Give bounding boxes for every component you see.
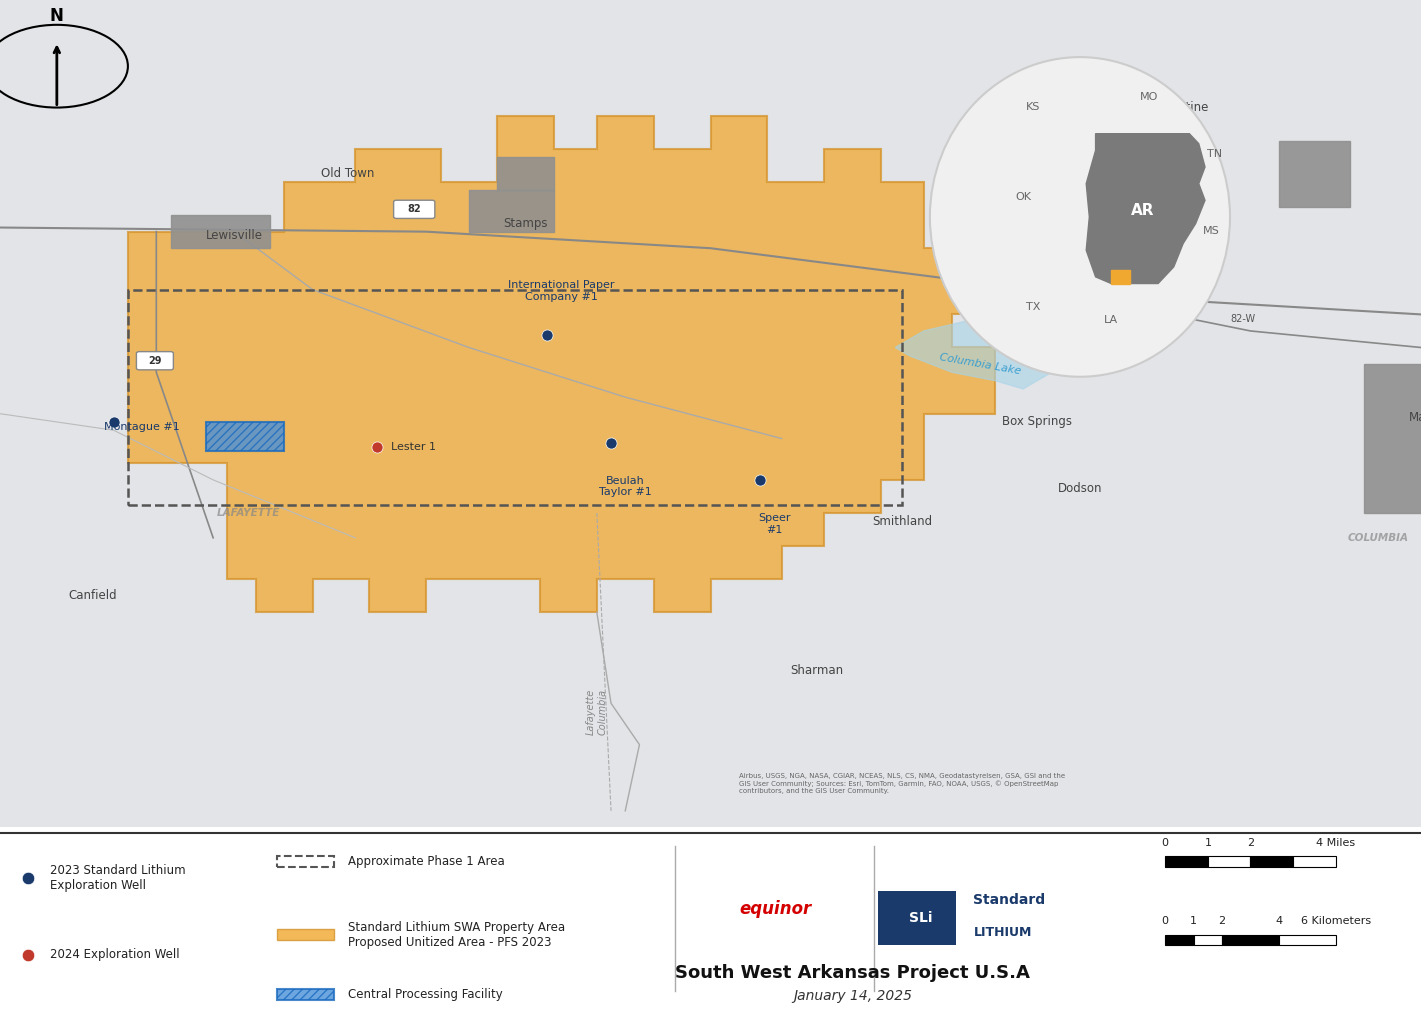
- Polygon shape: [128, 116, 995, 612]
- Text: Canfield: Canfield: [68, 589, 117, 602]
- Text: MS: MS: [1204, 226, 1219, 235]
- Bar: [277, 989, 334, 1000]
- Bar: [1279, 140, 1350, 207]
- Bar: [1165, 934, 1194, 945]
- FancyBboxPatch shape: [136, 351, 173, 370]
- Text: Beulah
Taylor #1: Beulah Taylor #1: [598, 476, 652, 497]
- Circle shape: [929, 58, 1231, 376]
- Text: 4: 4: [1276, 915, 1283, 925]
- Polygon shape: [895, 315, 1052, 388]
- Bar: [1111, 270, 1130, 284]
- Bar: [206, 422, 284, 451]
- Polygon shape: [1086, 134, 1205, 284]
- Text: 2023 Standard Lithium
Exploration Well: 2023 Standard Lithium Exploration Well: [50, 865, 185, 892]
- Text: Airbus, USGS, NGA, NASA, CGIAR, NCEAS, NLS, CS, NMA, Geodatastyrelsen, GSA, GSI : Airbus, USGS, NGA, NASA, CGIAR, NCEAS, N…: [739, 774, 1066, 794]
- Text: Smithland: Smithland: [872, 515, 932, 528]
- Text: 4 Miles: 4 Miles: [1316, 837, 1356, 848]
- Text: TX: TX: [1026, 302, 1040, 312]
- Text: Columbia Lake: Columbia Lake: [939, 352, 1022, 376]
- Text: Standard: Standard: [973, 893, 1046, 907]
- Text: LA: LA: [1104, 316, 1118, 326]
- Bar: [1194, 934, 1222, 945]
- Text: Approximate Phase 1 Area: Approximate Phase 1 Area: [348, 856, 504, 869]
- Text: International Paper
Company #1: International Paper Company #1: [509, 281, 614, 302]
- Bar: [1279, 934, 1336, 945]
- Text: Lamartine: Lamartine: [1150, 101, 1209, 114]
- Text: 1: 1: [1205, 837, 1211, 848]
- Text: 6 Kilometers: 6 Kilometers: [1300, 915, 1371, 925]
- Bar: [277, 929, 334, 940]
- Text: Stamps: Stamps: [503, 217, 549, 230]
- Bar: [128, 290, 902, 504]
- Text: South West Arkansas Project U.S.A: South West Arkansas Project U.S.A: [675, 964, 1030, 982]
- Text: Box Springs: Box Springs: [1002, 416, 1073, 429]
- Bar: [1208, 857, 1250, 868]
- Bar: [1165, 857, 1208, 868]
- Text: AR: AR: [1131, 203, 1154, 218]
- Text: Magnolia: Magnolia: [1408, 412, 1421, 425]
- Text: 82: 82: [408, 205, 421, 214]
- Text: SLi: SLi: [909, 911, 932, 925]
- Text: Speer
#1: Speer #1: [759, 513, 790, 535]
- Text: Lafayette
Columbia: Lafayette Columbia: [585, 688, 608, 735]
- Text: 82-W: 82-W: [1231, 314, 1256, 324]
- Text: 1: 1: [1191, 915, 1198, 925]
- Text: LITHIUM: LITHIUM: [973, 926, 1032, 939]
- Bar: [277, 857, 334, 868]
- Text: MO: MO: [1140, 93, 1158, 102]
- Bar: [1364, 364, 1421, 513]
- Text: Old Town: Old Town: [321, 167, 375, 181]
- Text: equinor: equinor: [739, 900, 811, 918]
- Text: 0: 0: [1162, 915, 1168, 925]
- Text: 2: 2: [1218, 915, 1225, 925]
- Bar: [171, 215, 270, 248]
- Text: Dodson: Dodson: [1057, 481, 1103, 494]
- Text: Lester 1: Lester 1: [391, 442, 436, 452]
- Bar: [1222, 934, 1279, 945]
- FancyBboxPatch shape: [394, 200, 435, 218]
- Text: N: N: [50, 7, 64, 25]
- Text: 0: 0: [1162, 837, 1168, 848]
- Text: Montague #1: Montague #1: [104, 422, 180, 432]
- Text: COLUMBIA: COLUMBIA: [1349, 533, 1408, 543]
- Text: Central Processing Facility: Central Processing Facility: [348, 988, 503, 1001]
- Text: 29: 29: [148, 356, 162, 365]
- Bar: [1250, 857, 1293, 868]
- Bar: [1293, 857, 1336, 868]
- Bar: [878, 891, 956, 945]
- Text: KS: KS: [1026, 102, 1040, 112]
- Bar: [469, 191, 554, 232]
- Text: Lewisville: Lewisville: [206, 229, 263, 242]
- Bar: [497, 157, 554, 191]
- Text: LAFAYETTE: LAFAYETTE: [217, 508, 280, 518]
- Text: TN: TN: [1206, 149, 1222, 159]
- Text: 2: 2: [1246, 837, 1255, 848]
- Text: January 14, 2025: January 14, 2025: [793, 989, 912, 1003]
- Text: OK: OK: [1016, 193, 1032, 202]
- Text: 2024 Exploration Well: 2024 Exploration Well: [50, 948, 179, 961]
- Text: Sharman: Sharman: [790, 664, 844, 677]
- Text: Standard Lithium SWA Property Area
Proposed Unitized Area - PFS 2023: Standard Lithium SWA Property Area Propo…: [348, 920, 566, 948]
